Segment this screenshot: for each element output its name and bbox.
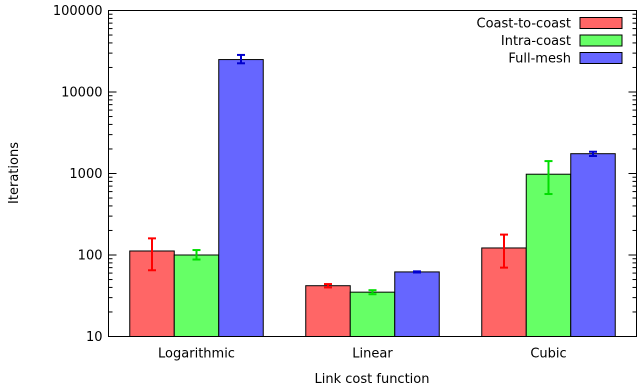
bar-full-mesh-logarithmic [218,59,264,337]
legend-swatch [579,52,623,64]
y-tick-label: 10 [86,330,103,345]
y-tick-label: 1000 [69,167,102,182]
y-axis: 10 100 1000 10000 100000 [53,4,637,345]
x-tick-label: Logarithmic [158,347,235,362]
bars [129,53,616,337]
legend-label: Coast-to-coast [477,17,571,32]
legend: Coast-to-coast Intra-coast Full-mesh [477,17,623,67]
legend-swatch [579,17,623,29]
legend-swatch [579,34,623,47]
bar-intra-coast-cubic [525,173,572,337]
bar-intra-coast-linear [349,291,396,337]
bar-intra-coast-logarithmic [173,254,220,337]
legend-label: Intra-coast [501,34,571,49]
y-tick-label: 100 [78,249,103,264]
bar-full-mesh-linear [394,271,440,337]
y-axis-title: Iterations [7,142,22,204]
x-tick-label: Cubic [530,347,566,362]
bar-coast-to-coast-linear [305,285,351,337]
y-tick-label: 10000 [61,86,102,101]
x-axis: Logarithmic Linear Cubic [158,347,567,362]
legend-label: Full-mesh [508,52,571,67]
x-tick-label: Linear [352,347,393,362]
x-axis-title: Link cost function [315,372,430,387]
y-tick-label: 100000 [53,4,103,19]
bar-full-mesh-cubic [570,153,616,337]
